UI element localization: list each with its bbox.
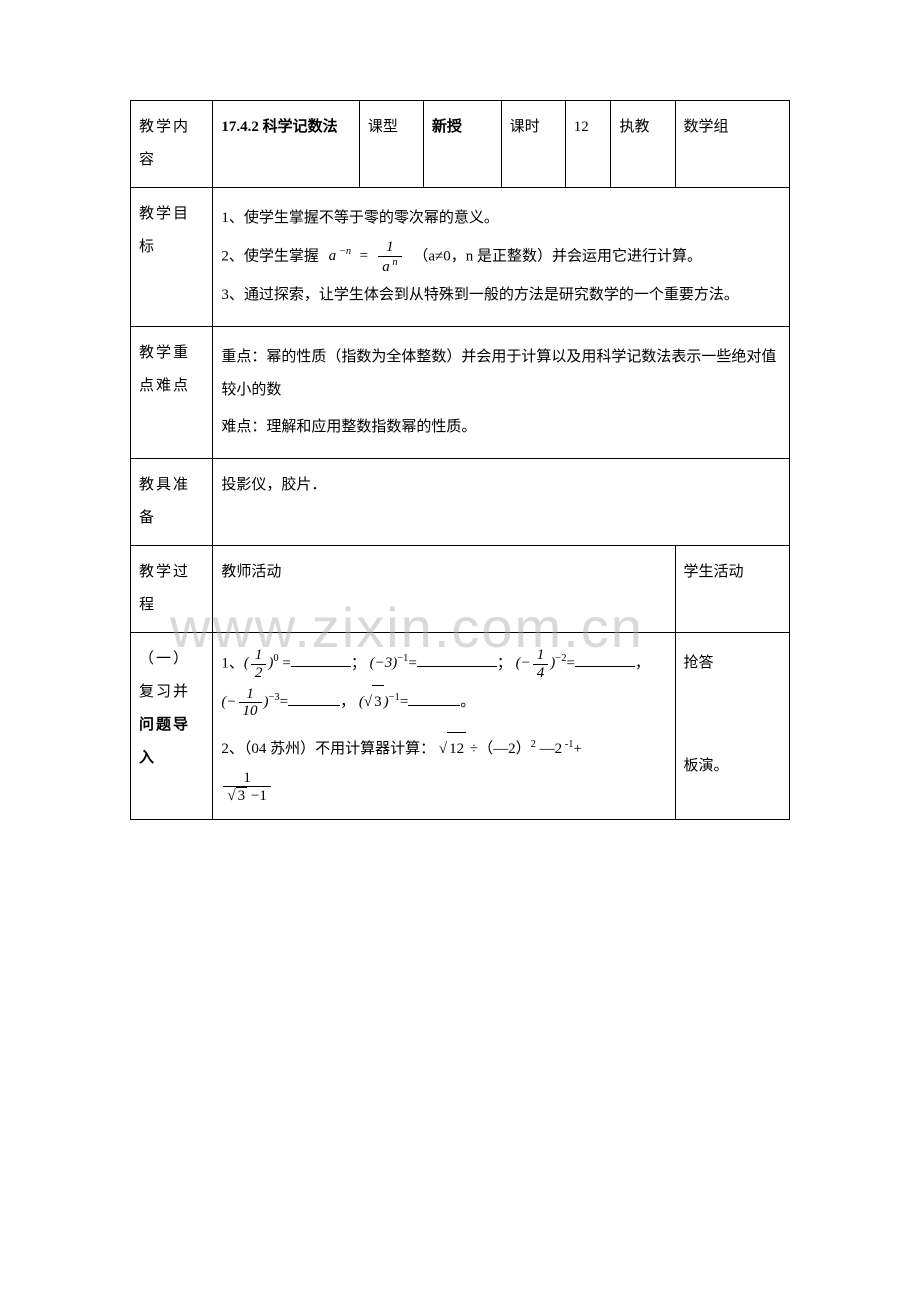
cell-teacher-label: 执教 — [611, 101, 675, 188]
question-1: 1、(12)0 =； (−3)−1=； (−14)−2=， — [221, 647, 666, 681]
cell-teacher-activity-header: 教师活动 — [213, 546, 675, 633]
page-content: 教学内容 17.4.2 科学记数法 课型 新授 课时 12 执教 数学组 教学目… — [0, 0, 920, 820]
section1-label-b: 问题导入 — [139, 717, 190, 766]
objective-2: 2、使学生掌握 a −n = 1a n （a≠0，n 是正整数）并会运用它进行计… — [221, 239, 781, 275]
cell-period-value: 12 — [565, 101, 611, 188]
objective-3: 3、通过探索，让学生体会到从特殊到一般的方法是研究数学的一个重要方法。 — [221, 279, 781, 312]
student-activity-1: 抢答 — [684, 647, 781, 680]
question-2-cont: 13 −1 — [221, 770, 666, 805]
cell-label-section1: （一）复习并问题导入 — [131, 633, 213, 820]
table-row: 教学重点难点 重点：幂的性质（指数为全体整数）并会用于计算以及用科学记数法表示一… — [131, 327, 790, 459]
blank-field — [417, 652, 497, 667]
cell-tools-body: 投影仪，胶片． — [213, 459, 790, 546]
cell-teacher-value: 数学组 — [675, 101, 789, 188]
cell-lesson-type-label: 课型 — [359, 101, 423, 188]
cell-objectives-body: 1、使学生掌握不等于零的零次幂的意义。 2、使学生掌握 a −n = 1a n … — [213, 188, 790, 327]
cell-label-content: 教学内容 — [131, 101, 213, 188]
cell-section1-body: 1、(12)0 =； (−3)−1=； (−14)−2=， (−110)−3=，… — [213, 633, 675, 820]
lesson-type-text: 新授 — [432, 119, 462, 135]
title-text: 17.4.2 科学记数法 — [221, 119, 337, 135]
cell-label-keypoints: 教学重点难点 — [131, 327, 213, 459]
blank-field — [291, 652, 351, 667]
keypoint-text: 重点：幂的性质（指数为全体整数）并会用于计算以及用科学记数法表示一些绝对值较小的… — [221, 341, 781, 407]
cell-student-activity-header: 学生活动 — [675, 546, 789, 633]
table-row: 教学目标 1、使学生掌握不等于零的零次幂的意义。 2、使学生掌握 a −n = … — [131, 188, 790, 327]
student-activity-2: 板演。 — [684, 750, 781, 783]
question-2-text: 2、（04 苏州）不用计算器计算： — [221, 741, 435, 757]
cell-label-process: 教学过程 — [131, 546, 213, 633]
difficulty-text: 难点：理解和应用整数指数幂的性质。 — [221, 411, 781, 444]
formula-neg-exp: a −n = 1a n — [329, 248, 408, 264]
lesson-plan-table: 教学内容 17.4.2 科学记数法 课型 新授 课时 12 执教 数学组 教学目… — [130, 100, 790, 820]
objective-2a: 2、使学生掌握 — [221, 248, 319, 264]
cell-keypoints-body: 重点：幂的性质（指数为全体整数）并会用于计算以及用科学记数法表示一些绝对值较小的… — [213, 327, 790, 459]
question-2: 2、（04 苏州）不用计算器计算： 12 ÷（—2）2 —2 -1+ — [221, 732, 666, 766]
cell-label-objectives: 教学目标 — [131, 188, 213, 327]
cell-label-tools: 教具准备 — [131, 459, 213, 546]
table-row: 教具准备 投影仪，胶片． — [131, 459, 790, 546]
table-row: （一）复习并问题导入 1、(12)0 =； (−3)−1=； (−14)−2=，… — [131, 633, 790, 820]
blank-field — [575, 652, 635, 667]
cell-section1-student: 抢答 板演。 — [675, 633, 789, 820]
cell-title: 17.4.2 科学记数法 — [213, 101, 359, 188]
objective-1: 1、使学生掌握不等于零的零次幂的意义。 — [221, 202, 781, 235]
table-row: 教学内容 17.4.2 科学记数法 课型 新授 课时 12 执教 数学组 — [131, 101, 790, 188]
question-1-cont: (−110)−3=， (3)−1=。 — [221, 685, 666, 720]
objective-2b: （a≠0，n 是正整数）并会运用它进行计算。 — [413, 248, 702, 264]
table-row: 教学过程 教师活动 学生活动 — [131, 546, 790, 633]
cell-period-label: 课时 — [501, 101, 565, 188]
section1-label-a: （一）复习并 — [139, 651, 190, 700]
cell-lesson-type-value: 新授 — [423, 101, 501, 188]
blank-field — [288, 691, 340, 706]
blank-field — [408, 691, 460, 706]
